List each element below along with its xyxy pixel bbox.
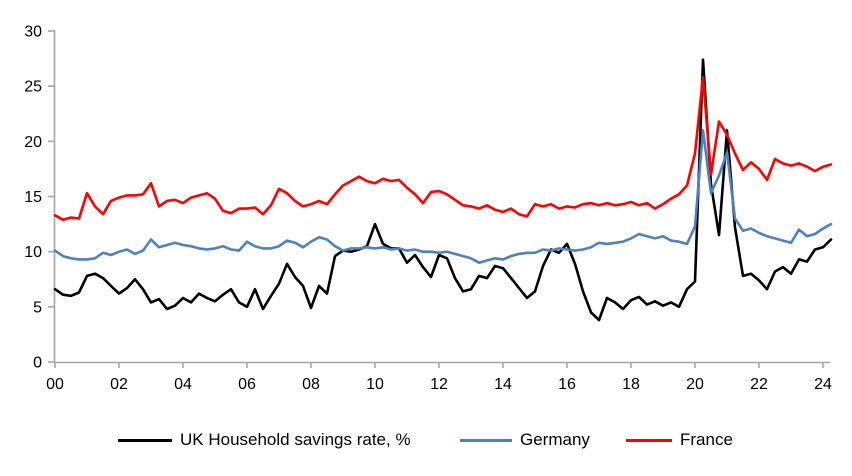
x-tick-label: 22 xyxy=(750,376,768,393)
x-tick-label: 20 xyxy=(686,376,704,393)
series-line-0 xyxy=(53,58,833,322)
uk-line-swatch xyxy=(118,438,172,442)
legend-item-france: France xyxy=(626,428,733,452)
y-tick-label: 10 xyxy=(24,244,42,261)
legend-label-uk: UK Household savings rate, % xyxy=(180,430,411,449)
germany-line-swatch xyxy=(460,438,512,442)
x-tick-label: 24 xyxy=(814,376,832,393)
y-tick-label: 15 xyxy=(24,189,42,206)
x-tick-label: 06 xyxy=(238,376,256,393)
x-tick-label: 12 xyxy=(430,376,448,393)
series-line-2 xyxy=(53,76,833,221)
series-line-1 xyxy=(53,129,833,265)
legend-label-germany: Germany xyxy=(520,430,590,449)
y-tick-label: 0 xyxy=(33,355,42,372)
france-line-swatch xyxy=(626,438,672,442)
chart-legend: UK Household savings rate, % Germany Fra… xyxy=(0,428,852,458)
legend-item-germany: Germany xyxy=(460,428,590,452)
x-tick-label: 14 xyxy=(494,376,512,393)
x-tick-label: 02 xyxy=(110,376,128,393)
y-tick-label: 5 xyxy=(33,299,42,316)
y-tick-label: 20 xyxy=(24,134,42,151)
x-tick-label: 10 xyxy=(366,376,384,393)
y-tick-label: 25 xyxy=(24,79,42,96)
x-tick-label: 00 xyxy=(46,376,64,393)
legend-label-france: France xyxy=(680,430,733,449)
x-tick-label: 18 xyxy=(622,376,640,393)
x-tick-label: 04 xyxy=(174,376,192,393)
legend-item-uk: UK Household savings rate, % xyxy=(118,428,411,452)
x-tick-label: 08 xyxy=(302,376,320,393)
y-tick-label: 30 xyxy=(24,24,42,41)
x-tick-label: 16 xyxy=(558,376,576,393)
